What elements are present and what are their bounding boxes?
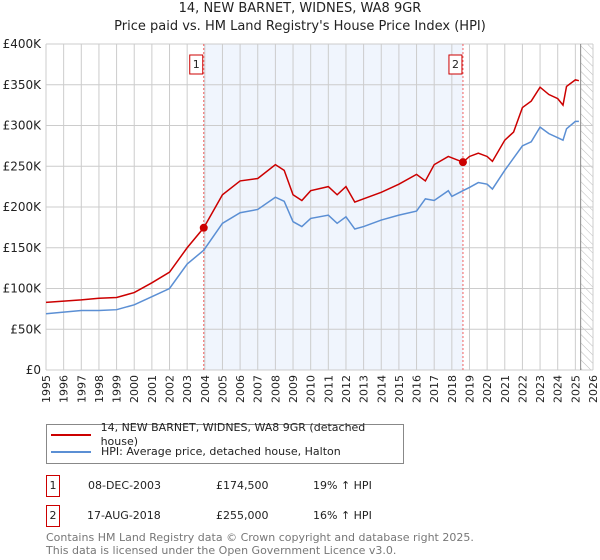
x-tick-label: 1997	[75, 375, 88, 403]
x-tick-label: 2009	[287, 375, 300, 403]
x-tick-label: 2019	[463, 375, 476, 403]
x-tick-label: 1995	[40, 375, 53, 403]
x-tick-label: 2017	[428, 375, 441, 403]
x-tick-label: 1998	[93, 375, 106, 403]
legend: 14, NEW BARNET, WIDNES, WA8 9GR (detache…	[46, 421, 404, 464]
sale-label-box	[189, 54, 204, 75]
x-tick-label: 1996	[58, 375, 71, 403]
x-tick-label: 1999	[111, 375, 124, 403]
sale-label: 2	[452, 58, 459, 71]
sale-label: 1	[193, 58, 200, 71]
x-tick-label: 2020	[481, 375, 494, 403]
x-tick-label: 2007	[252, 375, 265, 403]
legend-hpi: HPI: Average price, detached house, Halt…	[101, 445, 341, 458]
sale-point	[458, 158, 467, 167]
legend-property: 14, NEW BARNET, WIDNES, WA8 9GR (detache…	[100, 421, 366, 448]
x-tick-label: 2016	[411, 375, 424, 403]
x-tick-label: 2013	[358, 375, 371, 403]
y-tick-label: £150K	[3, 241, 43, 255]
price-chart: 1995 1996 1997 1998 1999 2000 2001 2002 2003 2004…	[3, 37, 600, 403]
footer-copyright: Contains HM Land Registry data © Crown c…	[46, 531, 474, 544]
x-tick-label: 2022	[516, 375, 529, 403]
x-tick-label: 2015	[393, 375, 406, 403]
x-tick-label: 2025	[569, 375, 582, 403]
y-tick-label: £400K	[3, 37, 43, 51]
x-tick-label: 2002	[164, 375, 177, 403]
x-tick-label: 2011	[322, 375, 335, 403]
y-tick-label: £250K	[3, 159, 43, 173]
x-tick-label: 2026	[587, 375, 600, 403]
sale-date: 08-DEC-2003	[88, 479, 162, 492]
y-tick-label: £350K	[3, 78, 43, 92]
x-tick-label: 2003	[181, 375, 194, 403]
x-tick-label: 2006	[234, 375, 247, 403]
x-tick-label: 2023	[534, 375, 547, 403]
sale-label-box	[448, 54, 463, 75]
sale-badge: 2	[46, 505, 60, 527]
x-tick-label: 2021	[499, 375, 512, 403]
chart-subtitle: Price paid vs. HM Land Registry's House …	[114, 19, 486, 34]
sale-date: 17-AUG-2018	[87, 509, 161, 522]
x-tick-label: 2018	[446, 375, 459, 403]
y-tick-label: £200K	[3, 200, 43, 214]
sale-point	[199, 223, 208, 232]
sale-delta: 16% ↑ HPI	[313, 509, 372, 522]
x-tick-label: 2004	[199, 375, 212, 403]
sale-delta: 19% ↑ HPI	[313, 479, 372, 492]
y-tick-label: £100K	[3, 282, 43, 296]
x-tick-label: 2012	[340, 375, 353, 403]
x-tick-label: 2024	[552, 375, 565, 403]
property-line	[45, 79, 580, 304]
hpi-line	[45, 120, 579, 315]
property-line-swatch	[51, 434, 91, 436]
hpi-line-swatch	[51, 451, 91, 453]
footer-licence: This data is licensed under the Open Gov…	[46, 544, 397, 557]
y-tick-label: £300K	[3, 119, 43, 133]
y-tick-label: £50K	[10, 322, 42, 336]
y-tick-label: £0	[26, 363, 41, 377]
sale-price: £255,000	[216, 509, 269, 522]
x-tick-label: 2010	[305, 375, 318, 403]
x-tick-label: 2001	[146, 375, 159, 403]
x-tick-label: 2008	[269, 375, 282, 403]
chart-title: 14, NEW BARNET, WIDNES, WA8 9GR	[178, 1, 422, 16]
x-tick-label: 2005	[216, 375, 229, 403]
sale-price: £174,500	[216, 479, 269, 492]
x-tick-label: 2000	[128, 375, 141, 403]
x-tick-label: 2014	[375, 375, 388, 403]
sale-badge: 1	[46, 475, 60, 497]
